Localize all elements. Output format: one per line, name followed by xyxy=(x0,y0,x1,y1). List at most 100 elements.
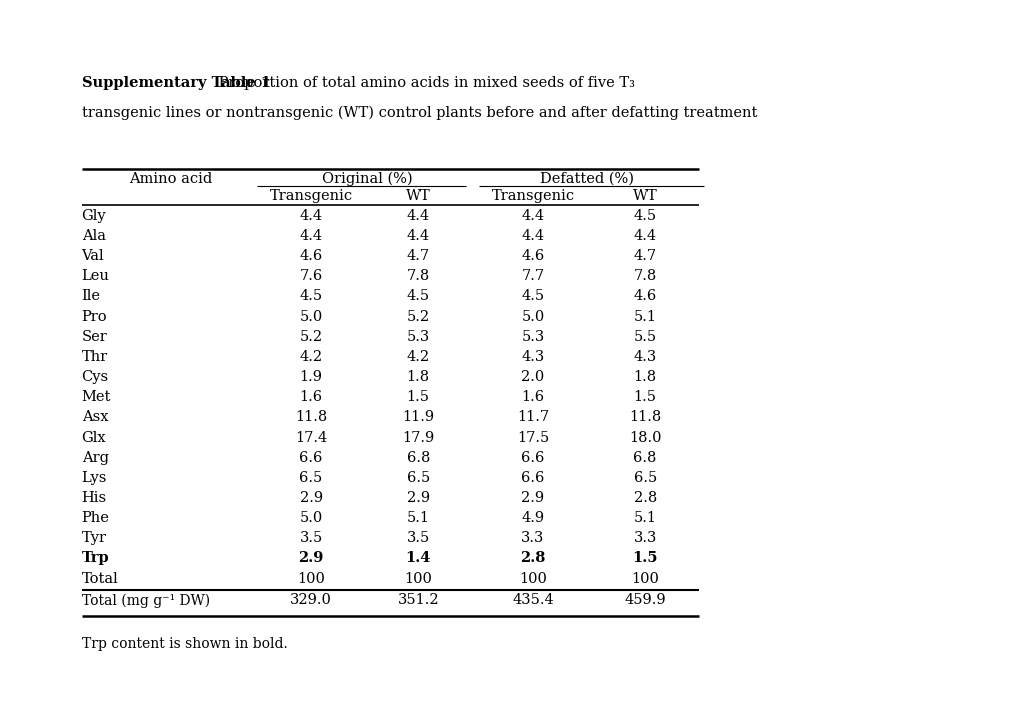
Text: 2.8: 2.8 xyxy=(520,552,545,565)
Text: 4.5: 4.5 xyxy=(300,289,322,303)
Text: 5.0: 5.0 xyxy=(300,310,322,323)
Text: 11.8: 11.8 xyxy=(294,410,327,424)
Text: 6.6: 6.6 xyxy=(521,471,544,485)
Text: 5.1: 5.1 xyxy=(633,310,656,323)
Text: 4.4: 4.4 xyxy=(407,209,429,222)
Text: 2.8: 2.8 xyxy=(633,491,656,505)
Text: 2.9: 2.9 xyxy=(300,491,322,505)
Text: 1.6: 1.6 xyxy=(300,390,322,404)
Text: 4.4: 4.4 xyxy=(300,209,322,222)
Text: 11.8: 11.8 xyxy=(629,410,660,424)
Text: 1.4: 1.4 xyxy=(406,552,430,565)
Text: 1.5: 1.5 xyxy=(633,390,656,404)
Text: 11.7: 11.7 xyxy=(517,410,548,424)
Text: Proportion of total amino acids in mixed seeds of five T₃: Proportion of total amino acids in mixed… xyxy=(214,76,634,89)
Text: 351.2: 351.2 xyxy=(397,593,438,607)
Text: 4.4: 4.4 xyxy=(407,229,429,243)
Text: Pro: Pro xyxy=(82,310,107,323)
Text: 5.0: 5.0 xyxy=(521,310,544,323)
Text: 4.3: 4.3 xyxy=(521,350,544,364)
Text: 6.8: 6.8 xyxy=(633,451,656,464)
Text: Transgenic: Transgenic xyxy=(491,189,574,202)
Text: 4.5: 4.5 xyxy=(633,209,656,222)
Text: 100: 100 xyxy=(404,572,432,585)
Text: Defatted (%): Defatted (%) xyxy=(539,171,633,186)
Text: 4.4: 4.4 xyxy=(521,209,544,222)
Text: 2.9: 2.9 xyxy=(521,491,544,505)
Text: 4.7: 4.7 xyxy=(633,249,656,263)
Text: 4.2: 4.2 xyxy=(407,350,429,364)
Text: 17.9: 17.9 xyxy=(401,431,434,444)
Text: 6.8: 6.8 xyxy=(407,451,429,464)
Text: 11.9: 11.9 xyxy=(401,410,434,424)
Text: Total (mg g⁻¹ DW): Total (mg g⁻¹ DW) xyxy=(82,593,210,608)
Text: 100: 100 xyxy=(631,572,658,585)
Text: transgenic lines or nontransgenic (WT) control plants before and after defatting: transgenic lines or nontransgenic (WT) c… xyxy=(82,106,756,120)
Text: Ser: Ser xyxy=(82,330,107,343)
Text: Trp: Trp xyxy=(82,552,109,565)
Text: 329.0: 329.0 xyxy=(289,593,332,607)
Text: 4.5: 4.5 xyxy=(407,289,429,303)
Text: 4.2: 4.2 xyxy=(300,350,322,364)
Text: 3.5: 3.5 xyxy=(300,531,322,545)
Text: Transgenic: Transgenic xyxy=(269,189,353,202)
Text: 2.0: 2.0 xyxy=(521,370,544,384)
Text: 6.5: 6.5 xyxy=(633,471,656,485)
Text: 4.4: 4.4 xyxy=(521,229,544,243)
Text: Arg: Arg xyxy=(82,451,108,464)
Text: 5.1: 5.1 xyxy=(407,511,429,525)
Text: 1.8: 1.8 xyxy=(407,370,429,384)
Text: 18.0: 18.0 xyxy=(629,431,660,444)
Text: 7.8: 7.8 xyxy=(633,269,656,283)
Text: 7.7: 7.7 xyxy=(521,269,544,283)
Text: Phe: Phe xyxy=(82,511,109,525)
Text: 459.9: 459.9 xyxy=(624,593,665,607)
Text: Total: Total xyxy=(82,572,118,585)
Text: 100: 100 xyxy=(519,572,546,585)
Text: WT: WT xyxy=(406,189,430,202)
Text: His: His xyxy=(82,491,107,505)
Text: 17.5: 17.5 xyxy=(517,431,548,444)
Text: 4.9: 4.9 xyxy=(521,511,544,525)
Text: 6.5: 6.5 xyxy=(300,471,322,485)
Text: 4.4: 4.4 xyxy=(300,229,322,243)
Text: 6.6: 6.6 xyxy=(521,451,544,464)
Text: Lys: Lys xyxy=(82,471,107,485)
Text: 3.3: 3.3 xyxy=(633,531,656,545)
Text: Tyr: Tyr xyxy=(82,531,107,545)
Text: 1.5: 1.5 xyxy=(407,390,429,404)
Text: Thr: Thr xyxy=(82,350,108,364)
Text: 435.4: 435.4 xyxy=(512,593,553,607)
Text: Original (%): Original (%) xyxy=(322,171,412,186)
Text: Supplementary Table 1: Supplementary Table 1 xyxy=(82,76,270,89)
Text: 5.3: 5.3 xyxy=(407,330,429,343)
Text: WT: WT xyxy=(632,189,657,202)
Text: Gly: Gly xyxy=(82,209,106,222)
Text: Asx: Asx xyxy=(82,410,108,424)
Text: 4.6: 4.6 xyxy=(300,249,322,263)
Text: Val: Val xyxy=(82,249,104,263)
Text: 100: 100 xyxy=(297,572,325,585)
Text: 2.9: 2.9 xyxy=(407,491,429,505)
Text: 1.6: 1.6 xyxy=(521,390,544,404)
Text: 5.2: 5.2 xyxy=(407,310,429,323)
Text: 1.8: 1.8 xyxy=(633,370,656,384)
Text: 6.5: 6.5 xyxy=(407,471,429,485)
Text: 3.5: 3.5 xyxy=(407,531,429,545)
Text: 7.8: 7.8 xyxy=(407,269,429,283)
Text: 1.5: 1.5 xyxy=(632,552,657,565)
Text: 5.0: 5.0 xyxy=(300,511,322,525)
Text: Glx: Glx xyxy=(82,431,106,444)
Text: 5.3: 5.3 xyxy=(521,330,544,343)
Text: Cys: Cys xyxy=(82,370,109,384)
Text: 4.3: 4.3 xyxy=(633,350,656,364)
Text: Amino acid: Amino acid xyxy=(129,171,212,186)
Text: 4.6: 4.6 xyxy=(521,249,544,263)
Text: 4.4: 4.4 xyxy=(633,229,656,243)
Text: Leu: Leu xyxy=(82,269,109,283)
Text: 6.6: 6.6 xyxy=(300,451,322,464)
Text: 4.7: 4.7 xyxy=(407,249,429,263)
Text: Trp content is shown in bold.: Trp content is shown in bold. xyxy=(82,636,287,651)
Text: 5.2: 5.2 xyxy=(300,330,322,343)
Text: 7.6: 7.6 xyxy=(300,269,322,283)
